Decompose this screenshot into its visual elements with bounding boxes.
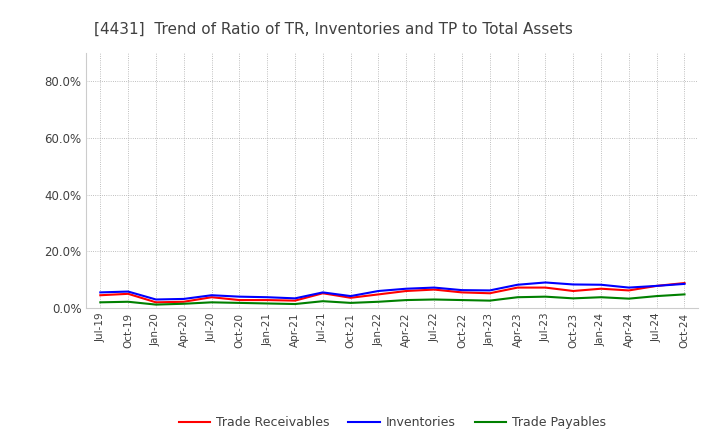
- Trade Receivables: [597, 286, 606, 291]
- Inventories: [624, 285, 633, 290]
- Trade Payables: [346, 300, 355, 305]
- Inventories: [124, 289, 132, 294]
- Trade Receivables: [179, 299, 188, 304]
- Inventories: [680, 281, 689, 286]
- Trade Payables: [96, 300, 104, 305]
- Trade Payables: [179, 301, 188, 306]
- Inventories: [541, 280, 550, 285]
- Text: [4431]  Trend of Ratio of TR, Inventories and TP to Total Assets: [4431] Trend of Ratio of TR, Inventories…: [94, 22, 572, 37]
- Line: Inventories: Inventories: [100, 282, 685, 300]
- Trade Payables: [374, 299, 383, 304]
- Trade Receivables: [485, 290, 494, 296]
- Trade Payables: [430, 297, 438, 302]
- Trade Payables: [597, 295, 606, 300]
- Trade Receivables: [569, 288, 577, 293]
- Trade Receivables: [458, 290, 467, 295]
- Trade Payables: [263, 301, 271, 306]
- Line: Trade Receivables: Trade Receivables: [100, 283, 685, 302]
- Inventories: [569, 282, 577, 287]
- Trade Receivables: [152, 300, 161, 305]
- Inventories: [235, 294, 243, 299]
- Trade Receivables: [207, 295, 216, 300]
- Trade Receivables: [513, 285, 522, 290]
- Trade Payables: [124, 299, 132, 304]
- Inventories: [597, 282, 606, 287]
- Trade Payables: [513, 295, 522, 300]
- Inventories: [152, 297, 161, 302]
- Inventories: [207, 293, 216, 298]
- Trade Payables: [541, 294, 550, 299]
- Inventories: [346, 293, 355, 299]
- Trade Payables: [235, 300, 243, 305]
- Trade Payables: [652, 293, 661, 299]
- Inventories: [374, 288, 383, 293]
- Inventories: [458, 287, 467, 293]
- Inventories: [402, 286, 410, 291]
- Inventories: [179, 296, 188, 301]
- Inventories: [96, 290, 104, 295]
- Inventories: [318, 290, 327, 295]
- Trade Payables: [291, 301, 300, 307]
- Trade Payables: [458, 297, 467, 303]
- Inventories: [430, 285, 438, 290]
- Trade Receivables: [263, 297, 271, 303]
- Trade Receivables: [402, 288, 410, 293]
- Trade Payables: [485, 298, 494, 303]
- Trade Payables: [318, 299, 327, 304]
- Trade Receivables: [235, 297, 243, 303]
- Trade Receivables: [430, 287, 438, 292]
- Inventories: [513, 282, 522, 287]
- Trade Receivables: [96, 293, 104, 298]
- Trade Payables: [152, 302, 161, 307]
- Trade Receivables: [291, 298, 300, 303]
- Legend: Trade Receivables, Inventories, Trade Payables: Trade Receivables, Inventories, Trade Pa…: [174, 411, 611, 434]
- Trade Payables: [680, 292, 689, 297]
- Trade Payables: [207, 300, 216, 305]
- Inventories: [652, 283, 661, 289]
- Trade Payables: [402, 297, 410, 303]
- Trade Receivables: [652, 283, 661, 289]
- Trade Receivables: [680, 280, 689, 286]
- Trade Receivables: [346, 295, 355, 301]
- Trade Payables: [624, 296, 633, 301]
- Inventories: [263, 295, 271, 300]
- Trade Receivables: [541, 285, 550, 290]
- Trade Receivables: [124, 291, 132, 297]
- Inventories: [291, 296, 300, 301]
- Trade Payables: [569, 296, 577, 301]
- Trade Receivables: [374, 292, 383, 297]
- Inventories: [485, 288, 494, 293]
- Trade Receivables: [624, 288, 633, 293]
- Trade Receivables: [318, 290, 327, 296]
- Line: Trade Payables: Trade Payables: [100, 294, 685, 304]
